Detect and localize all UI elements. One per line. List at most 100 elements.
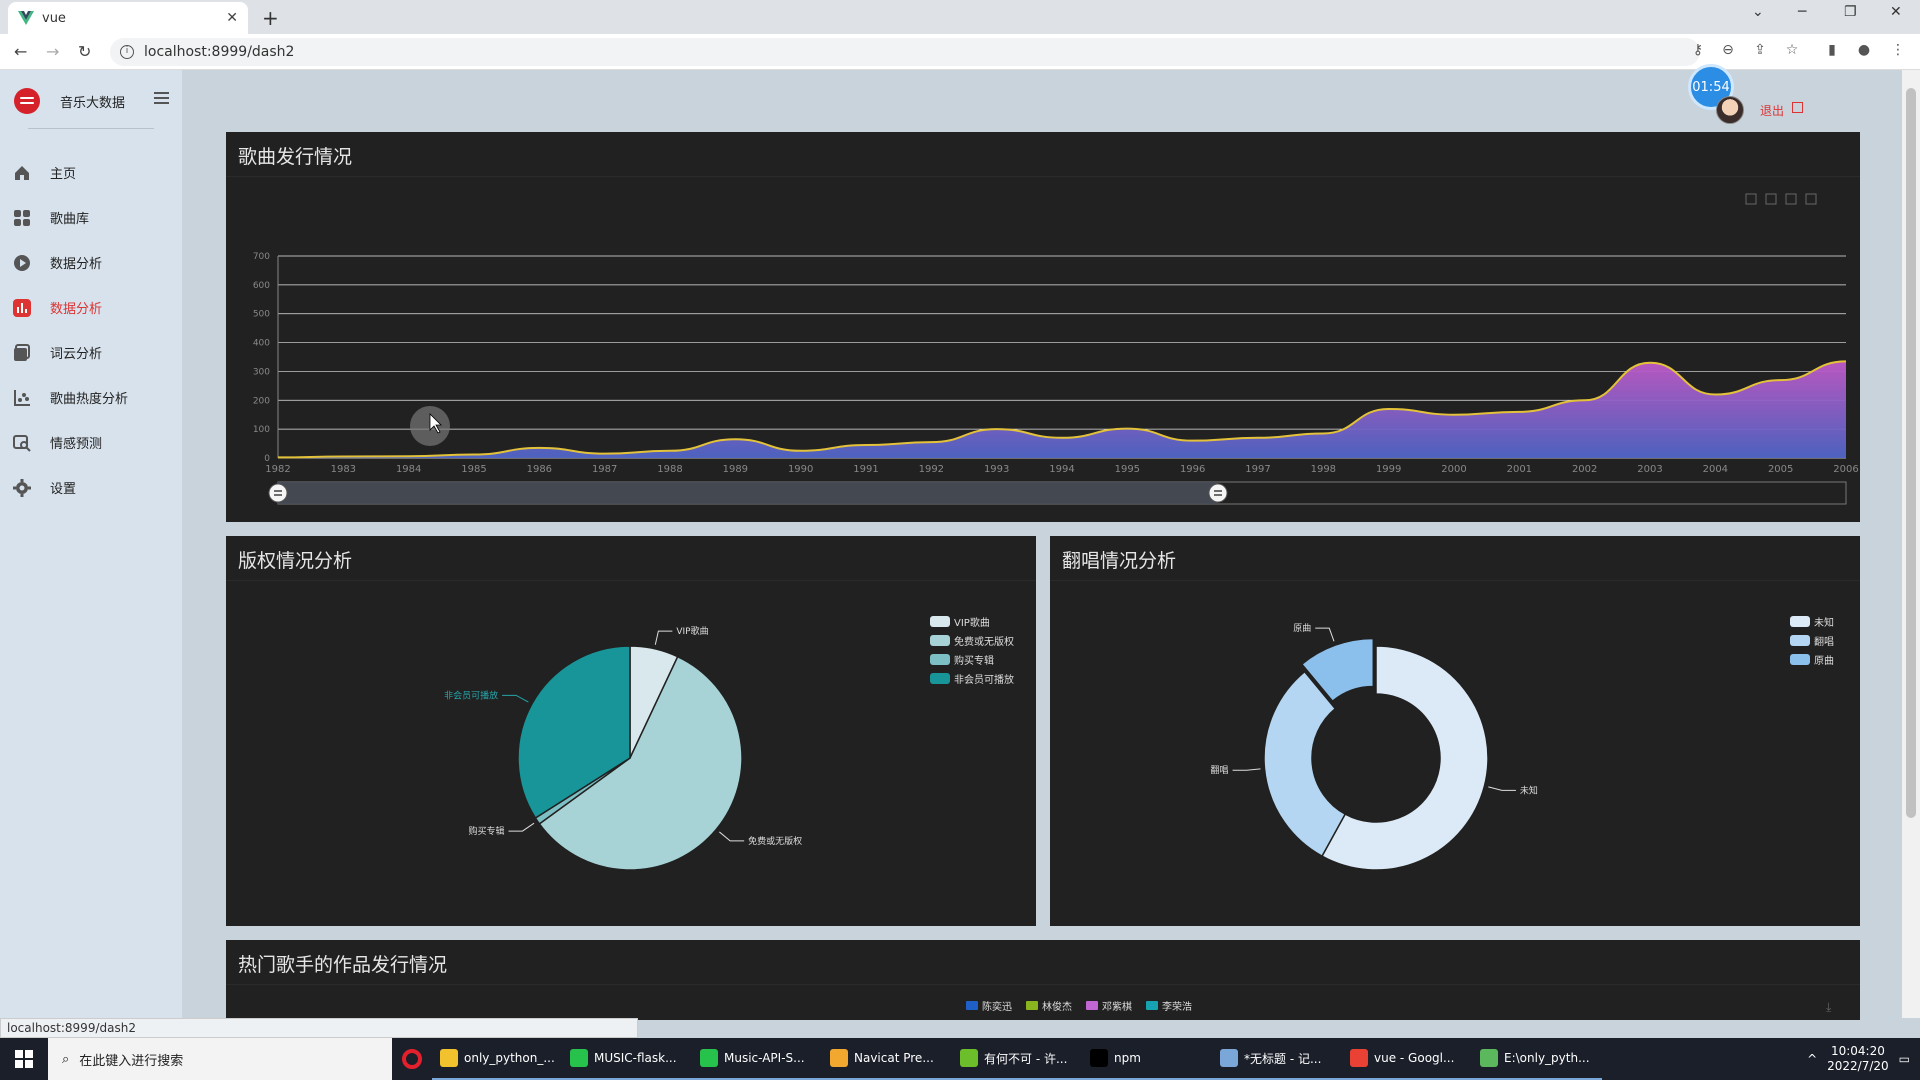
x-tick-label: 1991: [853, 464, 878, 475]
cover-panel: 翻唱情况分析 未知 翻唱 原曲 未知 翻唱 原曲: [1050, 536, 1860, 926]
hamburger-menu-icon[interactable]: [154, 92, 169, 104]
minimize-button[interactable]: ─: [1798, 4, 1807, 20]
side-panel-icon[interactable]: ▮: [1828, 42, 1836, 58]
legend-label: 李荣浩: [1162, 1002, 1192, 1013]
logout-button[interactable]: 退出: [1760, 102, 1804, 119]
sidebar-item-emotion[interactable]: 情感预测: [0, 420, 182, 465]
main-content: 歌曲发行情况 0 100 200 300 400 500 600 700 1982 1983 198…: [182, 70, 1902, 1020]
legend-swatch: [930, 616, 950, 627]
bookmark-star-icon[interactable]: ☆: [1785, 42, 1799, 58]
x-tick-label: 1993: [984, 464, 1009, 475]
x-tick-label: 1982: [265, 464, 290, 475]
sidebar-item-library[interactable]: 歌曲库: [0, 195, 182, 240]
sidebar-item-label: 数据分析: [50, 257, 103, 272]
taskbar-app[interactable]: 有何不可 - 许...: [952, 1038, 1082, 1080]
tab-search-icon[interactable]: ⌄: [1752, 4, 1764, 20]
sidebar-item-data-analysis-active[interactable]: 数据分析: [0, 285, 182, 330]
download-icon[interactable]: ⤓: [1826, 1000, 1832, 1014]
legend-item[interactable]: 非会员可播放: [930, 669, 1014, 688]
scrollbar-thumb[interactable]: [1906, 88, 1916, 818]
taskbar-app[interactable]: only_python_...: [432, 1038, 562, 1080]
restore-button[interactable]: ❐: [1844, 4, 1857, 20]
legend-item[interactable]: VIP歌曲: [930, 612, 1014, 631]
taskbar-app[interactable]: Navicat Pre...: [822, 1038, 952, 1080]
x-tick-label: 1990: [788, 464, 813, 475]
forward-button[interactable]: →: [46, 42, 60, 61]
browser-menu-icon[interactable]: ⋮: [1891, 42, 1905, 58]
legend-item[interactable]: 原曲: [1790, 650, 1834, 669]
site-info-icon[interactable]: i: [120, 45, 134, 59]
sidebar-item-label: 主页: [50, 167, 77, 182]
browser-tab[interactable]: vue ✕: [8, 2, 248, 34]
sidebar-item-song-heat[interactable]: 歌曲热度分析: [0, 375, 182, 420]
zoom-reset-icon[interactable]: [1765, 193, 1777, 205]
x-tick-label: 1998: [1311, 464, 1336, 475]
chevron-up-icon[interactable]: ^: [1807, 1052, 1818, 1066]
legend-item[interactable]: 陈奕迅: [966, 996, 1012, 1015]
sidebar-item-data-analysis[interactable]: 数据分析: [0, 240, 182, 285]
key-icon[interactable]: ⚷: [1692, 42, 1704, 58]
back-button[interactable]: ←: [14, 42, 28, 61]
close-window-button[interactable]: ✕: [1890, 4, 1902, 20]
sidebar-item-home[interactable]: 主页: [0, 150, 182, 195]
y-tick-label: 300: [253, 367, 270, 377]
x-tick-label: 1987: [592, 464, 617, 475]
pie-label-line: [1232, 768, 1261, 771]
legend-item[interactable]: 林俊杰: [1026, 996, 1072, 1015]
y-tick-label: 400: [253, 339, 270, 349]
pie-label-line: [508, 822, 535, 832]
legend-label: 邓紫棋: [1102, 1002, 1132, 1013]
legend-item[interactable]: 邓紫棋: [1086, 996, 1132, 1015]
exit-icon: [1792, 102, 1804, 113]
legend-label: 购买专辑: [954, 656, 994, 667]
taskbar-app[interactable]: npm: [1082, 1038, 1212, 1080]
url-field[interactable]: i localhost:8999/dash2: [110, 38, 1700, 66]
app-icon: [960, 1049, 978, 1067]
legend-item[interactable]: 李荣浩: [1146, 996, 1192, 1015]
sidebar-item-wordcloud[interactable]: 词云分析: [0, 330, 182, 375]
pie-slice: [517, 645, 631, 820]
x-tick-label: 2005: [1768, 464, 1793, 475]
x-tick-label: 1994: [1049, 464, 1074, 475]
avatar[interactable]: [1716, 96, 1744, 124]
legend-item[interactable]: 免费或无版权: [930, 631, 1014, 650]
page-scrollbar[interactable]: [1902, 70, 1920, 1018]
sidebar-item-settings[interactable]: 设置: [0, 465, 182, 510]
taskbar-app[interactable]: E:\only_pyth...: [1472, 1038, 1602, 1080]
datazoom-handle[interactable]: [1208, 483, 1228, 503]
x-tick-label: 1988: [657, 464, 682, 475]
restore-icon[interactable]: [1785, 193, 1797, 205]
status-url: localhost:8999/dash2: [0, 1018, 638, 1038]
save-image-icon[interactable]: [1805, 193, 1817, 205]
reload-button[interactable]: ↻: [78, 42, 92, 61]
taskbar-app[interactable]: MUSIC-flask...: [562, 1038, 692, 1080]
x-tick-label: 1999: [1376, 464, 1401, 475]
release-area-chart: 0 100 200 300 400 500 600 700 1982 1983 1984 1985 19…: [253, 193, 1859, 505]
new-tab-button[interactable]: +: [262, 6, 279, 30]
datazoom-handle[interactable]: [268, 483, 288, 503]
legend-swatch: [1146, 1001, 1158, 1010]
opera-icon[interactable]: [392, 1038, 432, 1080]
notification-icon[interactable]: ▭: [1898, 1052, 1910, 1066]
share-icon[interactable]: ⇪: [1754, 42, 1766, 58]
taskbar-app[interactable]: *无标题 - 记...: [1212, 1038, 1342, 1080]
system-tray: ^ 10:04:20 2022/7/20 ▭: [1807, 1038, 1920, 1080]
x-tick-label: 1992: [919, 464, 944, 475]
windows-start-icon[interactable]: [0, 1038, 48, 1080]
x-tick-label: 1983: [331, 464, 356, 475]
legend-item[interactable]: 购买专辑: [930, 650, 1014, 669]
pie-label: VIP歌曲: [676, 625, 708, 637]
legend-swatch: [1790, 616, 1810, 627]
taskbar-search[interactable]: ⌕ 在此键入进行搜索: [48, 1038, 392, 1080]
zoom-icon[interactable]: ⊖: [1722, 42, 1734, 58]
grid-icon: [12, 208, 32, 228]
zoom-area-icon[interactable]: [1745, 193, 1757, 205]
legend-item[interactable]: 未知: [1790, 612, 1834, 631]
legend-item[interactable]: 翻唱: [1790, 631, 1834, 650]
x-tick-label: 2006: [1833, 464, 1858, 475]
profile-icon[interactable]: ●: [1857, 42, 1871, 58]
clock[interactable]: 10:04:20 2022/7/20: [1827, 1044, 1889, 1074]
taskbar-app[interactable]: Music-API-S...: [692, 1038, 822, 1080]
tab-close-icon[interactable]: ✕: [226, 10, 238, 26]
taskbar-app[interactable]: vue - Googl...: [1342, 1038, 1472, 1080]
